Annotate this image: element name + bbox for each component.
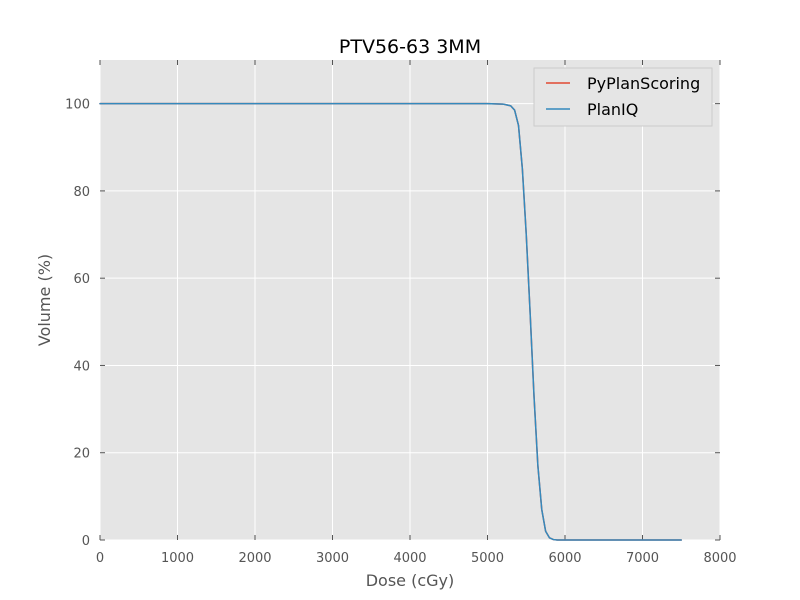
- y-axis-label: Volume (%): [35, 254, 54, 346]
- x-tick-label: 4000: [393, 551, 426, 566]
- x-tick-label: 5000: [471, 551, 504, 566]
- y-tick-label: 40: [73, 359, 90, 374]
- y-tick-label: 100: [65, 98, 90, 113]
- y-tick-label: 0: [82, 534, 90, 549]
- legend-box: [533, 67, 713, 127]
- x-tick-label: 1000: [161, 551, 194, 566]
- y-tick-label: 20: [73, 447, 90, 462]
- x-tick-label: 2000: [238, 551, 271, 566]
- legend-label-planiq: PlanIQ: [587, 100, 638, 119]
- chart-title: PTV56-63 3MM: [339, 36, 481, 58]
- x-tick-label: 0: [96, 551, 104, 566]
- x-tick-label: 8000: [703, 551, 736, 566]
- legend-label-pyplanscoring: PyPlanScoring: [587, 74, 700, 93]
- x-tick-label: 6000: [548, 551, 581, 566]
- grid-lines: [99, 60, 721, 541]
- y-tick-label: 80: [73, 185, 90, 200]
- series-group: [99, 102, 682, 541]
- x-axis-label: Dose (cGy): [366, 571, 455, 590]
- y-tick-label: 60: [73, 272, 90, 287]
- legend: PyPlanScoring PlanIQ: [533, 67, 713, 127]
- axis-ticks: 0 1000 2000 3000 4000 5000 6000 7000 8000 0 20 40 60…: [65, 60, 737, 566]
- x-tick-label: 7000: [626, 551, 659, 566]
- x-tick-label: 3000: [316, 551, 349, 566]
- series-line-planiq: [99, 102, 682, 541]
